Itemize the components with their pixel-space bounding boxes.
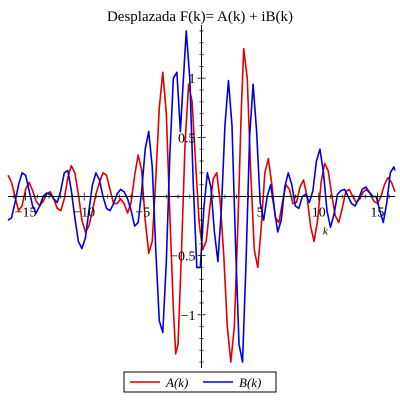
x-tick-label: 10 — [312, 206, 326, 221]
x-tick-label: −15 — [15, 206, 37, 221]
ticks-layer: −15 −10 −5 5 10 15 1 0.5 −0.5 −1 — [13, 30, 390, 363]
legend-label-b: B(k) — [239, 375, 261, 390]
x-tick-label: −10 — [73, 206, 95, 221]
series-line-b — [7, 30, 396, 363]
y-tick-label: −0.5 — [170, 250, 195, 265]
x-axis-label: k — [323, 226, 329, 238]
plot-area: −15 −10 −5 5 10 15 1 0.5 −0.5 −1 k — [7, 25, 396, 368]
x-tick-label: −5 — [135, 206, 150, 221]
y-tick-label: −1 — [181, 309, 196, 324]
y-tick-label: 0.5 — [178, 131, 196, 146]
x-tick-label: 5 — [257, 206, 264, 221]
legend-box — [123, 371, 277, 393]
x-tick-label: 15 — [370, 206, 384, 221]
chart-title: Desplazada F(k)= A(k) + iB(k) — [107, 9, 293, 25]
series-layer — [7, 30, 396, 363]
y-tick-label: 1 — [189, 72, 196, 87]
legend-label-a: A(k) — [165, 375, 188, 390]
series-line-a — [7, 47, 396, 363]
axes-layer — [8, 25, 395, 368]
legend: A(k) B(k) — [123, 371, 277, 393]
